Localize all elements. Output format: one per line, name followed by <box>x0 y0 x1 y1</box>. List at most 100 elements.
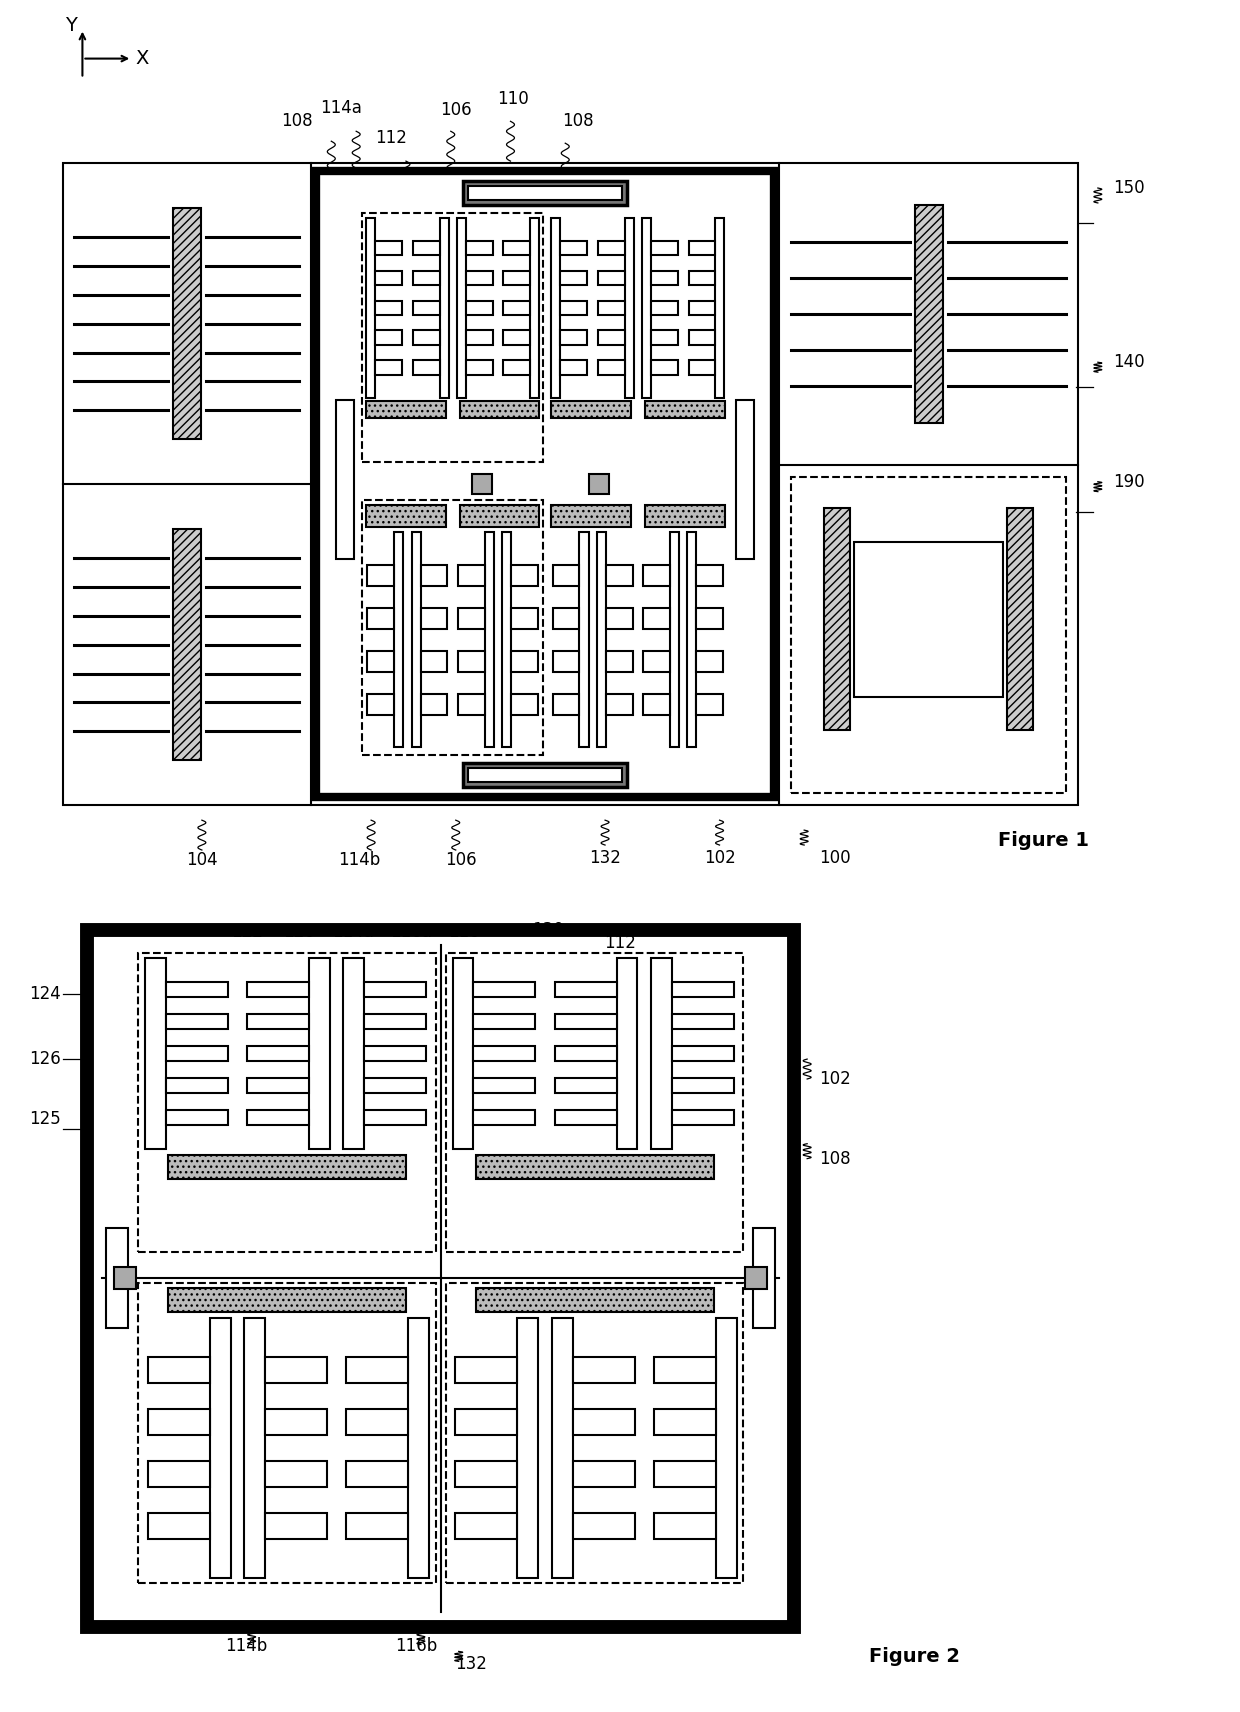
Text: 104: 104 <box>186 851 218 870</box>
Bar <box>458 565 485 586</box>
Bar <box>138 1282 435 1582</box>
Text: 100: 100 <box>820 849 851 866</box>
Bar <box>554 1109 616 1125</box>
Bar <box>148 1460 210 1486</box>
Bar <box>503 241 531 255</box>
Bar <box>651 957 672 1149</box>
Bar <box>688 270 715 284</box>
Bar <box>688 241 715 255</box>
Bar <box>458 651 485 673</box>
Bar <box>103 945 779 1611</box>
Bar <box>606 608 632 628</box>
Bar <box>511 693 538 716</box>
Text: 106: 106 <box>445 851 476 870</box>
Bar <box>346 1460 408 1486</box>
Bar <box>697 608 723 628</box>
Text: 120: 120 <box>284 923 315 940</box>
Bar <box>166 1046 228 1061</box>
Bar <box>474 1109 536 1125</box>
Text: 140: 140 <box>1112 353 1145 372</box>
Text: 108: 108 <box>820 1150 851 1168</box>
Bar <box>553 693 579 716</box>
Bar <box>672 981 734 996</box>
Bar <box>554 1046 616 1061</box>
Bar <box>469 187 622 200</box>
Bar <box>265 1513 327 1539</box>
Text: 108: 108 <box>563 113 594 130</box>
Bar <box>366 217 376 397</box>
Bar <box>644 693 670 716</box>
Bar <box>413 330 440 344</box>
Text: Y: Y <box>64 15 77 36</box>
Bar <box>148 1513 210 1539</box>
Bar <box>573 1460 635 1486</box>
Bar <box>446 1282 744 1582</box>
Text: 125: 125 <box>29 1109 61 1128</box>
Bar <box>511 651 538 673</box>
Bar <box>455 1409 517 1435</box>
Bar <box>554 981 616 996</box>
Bar <box>474 1046 536 1061</box>
Text: 110: 110 <box>497 91 529 108</box>
Text: 150: 150 <box>1112 180 1145 197</box>
Bar <box>247 1077 309 1092</box>
Bar <box>367 651 394 673</box>
Text: Figure 1: Figure 1 <box>998 830 1089 849</box>
Bar <box>651 330 678 344</box>
Bar <box>446 952 744 1251</box>
Bar <box>62 163 1078 805</box>
Bar <box>346 1409 408 1435</box>
Bar <box>458 608 485 628</box>
Bar <box>511 608 538 628</box>
Bar <box>560 330 588 344</box>
Bar <box>420 693 448 716</box>
Bar <box>625 217 634 397</box>
Bar <box>376 330 402 344</box>
Bar <box>476 1156 714 1180</box>
Bar <box>362 500 543 755</box>
Bar <box>672 1077 734 1092</box>
Bar <box>915 205 942 423</box>
Bar <box>265 1358 327 1383</box>
Bar <box>346 1358 408 1383</box>
Bar <box>552 401 631 418</box>
Bar <box>553 565 579 586</box>
Bar <box>466 270 492 284</box>
Bar <box>87 930 794 1626</box>
Bar <box>247 1109 309 1125</box>
Text: 132: 132 <box>455 1656 486 1673</box>
Bar <box>754 1228 775 1329</box>
Bar <box>552 1318 573 1577</box>
Bar <box>469 769 622 782</box>
Bar <box>174 209 201 440</box>
Bar <box>854 541 1003 697</box>
Bar <box>464 181 627 205</box>
Bar <box>376 270 402 284</box>
Bar <box>413 301 440 315</box>
Bar <box>365 1077 427 1092</box>
Bar <box>365 1109 427 1125</box>
Bar <box>688 301 715 315</box>
Bar <box>715 217 724 397</box>
Bar <box>265 1409 327 1435</box>
Bar <box>466 330 492 344</box>
Bar <box>474 1077 536 1092</box>
Bar <box>672 1109 734 1125</box>
Bar <box>596 532 606 748</box>
Text: 110: 110 <box>448 923 480 940</box>
Bar <box>606 565 632 586</box>
Bar <box>653 1460 715 1486</box>
Bar <box>687 532 697 748</box>
Bar <box>376 241 402 255</box>
Bar <box>376 301 402 315</box>
Bar <box>589 474 609 495</box>
Bar <box>560 361 588 375</box>
Bar <box>598 270 625 284</box>
Bar <box>552 217 560 397</box>
Bar <box>670 532 680 748</box>
Bar <box>460 505 539 527</box>
Bar <box>458 693 485 716</box>
Bar <box>166 1109 228 1125</box>
Bar <box>503 301 531 315</box>
Bar <box>644 608 670 628</box>
